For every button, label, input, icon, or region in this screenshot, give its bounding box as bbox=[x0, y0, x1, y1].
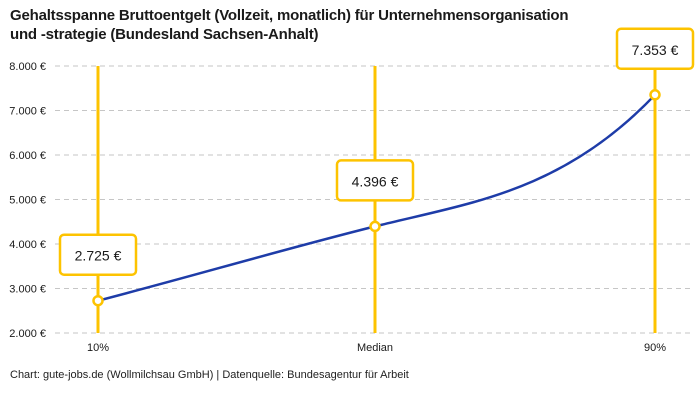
chart-source-credit: Chart: gute-jobs.de (Wollmilchsau GmbH) … bbox=[10, 369, 409, 381]
y-tick-label: 4.000 € bbox=[9, 239, 46, 251]
data-point-marker bbox=[649, 89, 661, 101]
data-point-marker bbox=[369, 220, 381, 233]
y-tick-label: 8.000 € bbox=[9, 61, 46, 73]
value-label-text: 4.396 € bbox=[352, 173, 399, 189]
value-label-box bbox=[335, 159, 415, 202]
x-tick-label: 10% bbox=[87, 342, 109, 354]
chart-title-line1: Gehaltsspanne Bruttoentgelt (Vollzeit, m… bbox=[10, 7, 569, 24]
data-point-marker bbox=[92, 294, 104, 307]
y-tick-label: 5.000 € bbox=[9, 195, 46, 207]
x-tick-label: 90% bbox=[644, 342, 666, 354]
y-tick-label: 2.000 € bbox=[9, 328, 46, 340]
value-label-box bbox=[615, 27, 695, 71]
y-tick-label: 7.000 € bbox=[9, 106, 46, 118]
value-label-box bbox=[58, 233, 138, 276]
value-label-text: 2.725 € bbox=[75, 248, 122, 264]
x-tick-label: Median bbox=[357, 342, 393, 354]
chart-title-line2: und -strategie (Bundesland Sachsen-Anhal… bbox=[10, 26, 319, 43]
y-tick-label: 6.000 € bbox=[9, 150, 46, 162]
value-label-text: 7.353 € bbox=[632, 42, 679, 58]
y-tick-label: 3.000 € bbox=[9, 284, 46, 296]
chart-title: Gehaltsspanne Bruttoentgelt (Vollzeit, m… bbox=[10, 6, 569, 44]
